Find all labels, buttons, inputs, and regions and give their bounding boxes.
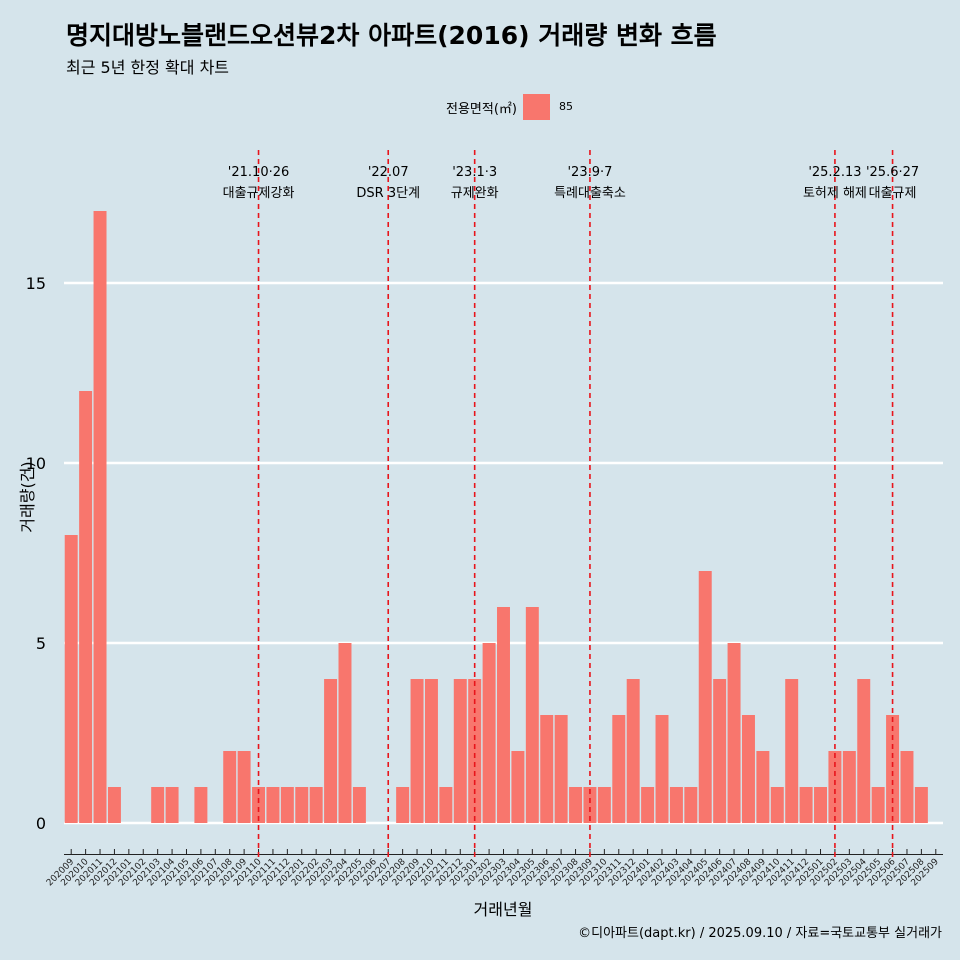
bar	[165, 787, 179, 823]
bar	[497, 607, 510, 823]
bar	[698, 571, 712, 823]
bar	[352, 787, 366, 823]
x-axis-title: 거래년월	[474, 900, 533, 919]
bar	[511, 751, 525, 823]
bar	[223, 751, 237, 823]
legend-label-85: 85	[559, 100, 573, 113]
bar	[814, 787, 828, 823]
bar	[713, 679, 727, 823]
bar	[540, 715, 554, 823]
bar	[453, 679, 467, 823]
chart-caption: ©디아파트(dapt.kr) / 2025.09.10 / 자료=국토교통부 실…	[578, 926, 942, 941]
bar	[684, 787, 698, 823]
bar	[525, 607, 539, 823]
bar	[194, 787, 208, 823]
bar	[64, 535, 78, 823]
y-tick-label: 5	[36, 634, 46, 653]
bar	[857, 679, 871, 823]
bar	[770, 787, 784, 823]
bar	[569, 787, 583, 823]
bar	[785, 679, 799, 823]
annotation-label: 대출규제	[869, 186, 917, 201]
bar	[655, 715, 669, 823]
chart-title: 명지대방노블랜드오션뷰2차 아파트(2016) 거래량 변화 흐름	[66, 21, 717, 50]
bar	[900, 751, 914, 823]
bar	[439, 787, 453, 823]
bar	[842, 751, 856, 823]
legend: 전용면적(㎡) 85	[0, 94, 960, 120]
y-tick-label: 15	[26, 274, 46, 293]
bar	[597, 787, 611, 823]
legend-key-85	[523, 94, 550, 120]
bar	[583, 787, 597, 823]
annotation-date: '23.9·7	[567, 165, 612, 180]
bar	[741, 715, 755, 823]
annotation-label: 규제완화	[451, 186, 499, 201]
bar	[410, 679, 424, 823]
annotation-label: 특례대출축소	[554, 186, 626, 201]
bar	[886, 715, 900, 823]
annotation-label: DSR 3단계	[356, 186, 420, 201]
bar	[396, 787, 410, 823]
legend-title: 전용면적(㎡)	[446, 102, 517, 117]
annotation-date: '25.6·27	[866, 165, 919, 180]
y-axis-title: 거래량(건)	[18, 461, 37, 532]
chart-subtitle: 최근 5년 한정 확대 차트	[66, 58, 230, 77]
y-tick-label: 0	[36, 814, 46, 833]
bar	[252, 787, 266, 823]
bar	[93, 211, 107, 823]
bar	[914, 787, 928, 823]
bar	[828, 751, 842, 823]
bar	[424, 679, 438, 823]
annotation-label: 대출규제강화	[223, 186, 295, 201]
bar	[295, 787, 309, 823]
y-tick-label: 10	[26, 454, 46, 473]
annotation-date: '21.10·26	[228, 165, 289, 180]
bar	[612, 715, 626, 823]
bar	[107, 787, 121, 823]
bar	[482, 643, 496, 823]
annotation-label: 토허제 해제	[803, 186, 867, 201]
bar	[468, 679, 482, 823]
bar	[669, 787, 683, 823]
bar	[641, 787, 655, 823]
bar	[756, 751, 770, 823]
bar	[324, 679, 338, 823]
bar	[799, 787, 813, 823]
bar	[871, 787, 885, 823]
bar	[266, 787, 280, 823]
bar	[237, 751, 251, 823]
bar	[554, 715, 568, 823]
bar	[309, 787, 323, 823]
bar	[626, 679, 640, 823]
annotation-date: '25.2.13	[808, 165, 861, 180]
annotation-date: '23.1·3	[452, 165, 497, 180]
bar	[79, 391, 93, 823]
bar	[280, 787, 294, 823]
bar	[338, 643, 352, 823]
bar	[727, 643, 741, 823]
annotation-date: '22.07	[368, 165, 409, 180]
bar	[151, 787, 165, 823]
